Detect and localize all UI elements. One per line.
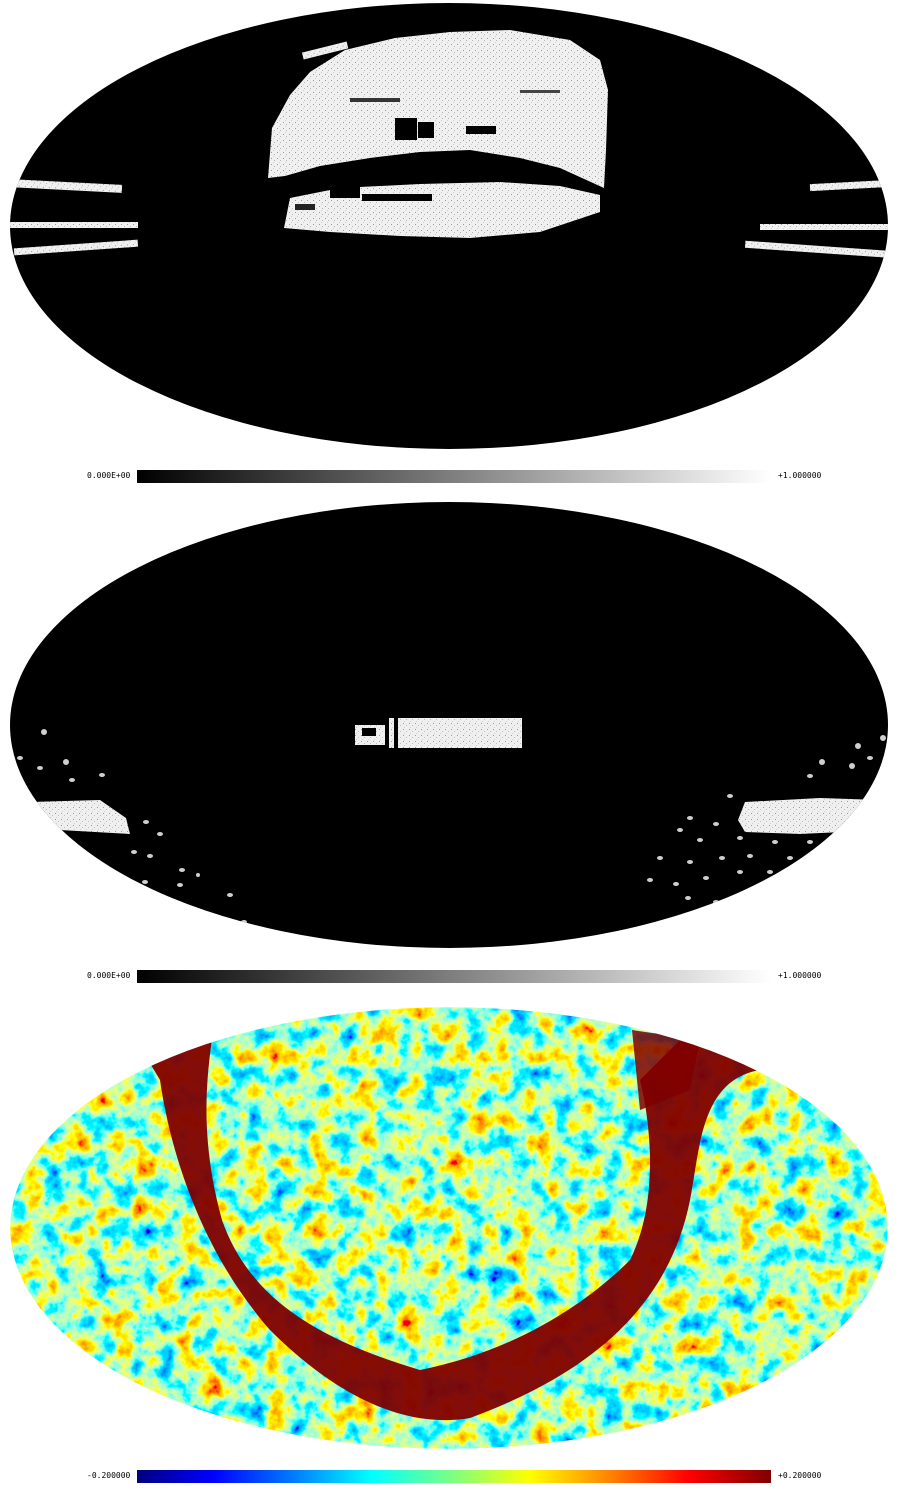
colorbar-2: 0.000E+00 +1.000000 xyxy=(0,968,898,988)
colorbar-1: 0.000E+00 +1.000000 xyxy=(0,468,898,488)
mollweide-map-1 xyxy=(10,3,888,449)
colorbar-gradient xyxy=(137,470,771,483)
colorbar-min-label: 0.000E+00 xyxy=(87,971,131,980)
colorbar-max-label: +0.200000 xyxy=(778,1471,822,1480)
colorbar-max-label: +1.000000 xyxy=(778,971,822,980)
survey-footprint xyxy=(10,30,888,259)
colorbar-max-label: +1.000000 xyxy=(778,471,822,480)
temperature-field xyxy=(10,1007,888,1449)
mask-map-panel-2: 0.000E+00 +1.000000 xyxy=(0,500,898,990)
colorbar-3: -0.200000 +0.200000 xyxy=(0,1468,898,1488)
survey-footprint xyxy=(15,718,888,924)
colorbar-gradient xyxy=(137,970,771,983)
mask-map-panel-1: 0.000E+00 +1.000000 xyxy=(0,0,898,490)
sky-temperature-map-panel: -0.200000 +0.200000 xyxy=(0,1000,898,1491)
colorbar-gradient xyxy=(137,1470,771,1483)
colorbar-min-label: -0.200000 xyxy=(87,1471,131,1480)
colorbar-min-label: 0.000E+00 xyxy=(87,471,131,480)
mollweide-map-2 xyxy=(10,502,888,948)
mollweide-map-3 xyxy=(9,1006,889,1450)
map-outline xyxy=(9,1006,889,1450)
